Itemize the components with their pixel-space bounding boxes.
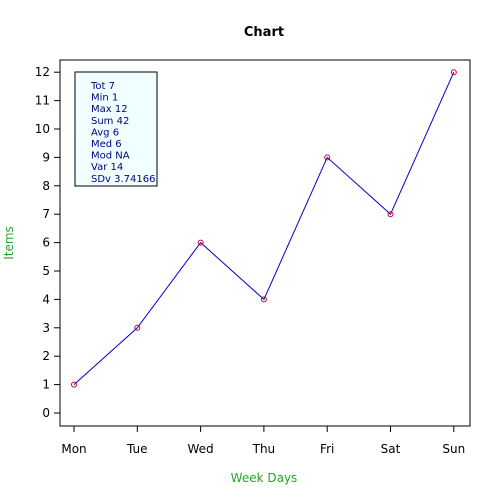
- y-tick-label: 8: [42, 179, 50, 193]
- y-tick-label: 9: [42, 150, 50, 164]
- stats-line: Tot 7: [90, 81, 115, 92]
- x-tick-label: Fri: [320, 442, 334, 456]
- stats-line: Var 14: [91, 162, 123, 173]
- x-tick-label: Mon: [61, 442, 86, 456]
- y-tick-label: 2: [42, 349, 50, 363]
- y-tick-label: 1: [42, 378, 50, 392]
- y-tick-label: 0: [42, 406, 50, 420]
- y-tick-label: 11: [35, 94, 50, 108]
- stats-line: Max 12: [91, 104, 128, 115]
- data-point: [324, 154, 331, 161]
- stats-line: Min 1: [91, 93, 118, 104]
- x-tick-label: Tue: [126, 442, 148, 456]
- x-axis: Mon Tue Wed Thu Fri Sat Sun: [61, 426, 465, 456]
- stats-line: SDv 3.74166: [91, 174, 156, 185]
- stats-line: Avg 6: [91, 127, 119, 138]
- x-tick-label: Thu: [252, 442, 276, 456]
- y-tick-label: 4: [42, 292, 50, 306]
- stats-line: Mod NA: [91, 151, 130, 162]
- y-tick-label: 5: [42, 264, 50, 278]
- x-tick-label: Wed: [188, 442, 214, 456]
- stats-box-frame: [74, 71, 158, 187]
- y-tick-label: 6: [42, 236, 50, 250]
- data-point: [71, 381, 77, 388]
- y-tick-label: 7: [42, 207, 50, 221]
- data-point: [260, 296, 267, 303]
- data-point: [134, 324, 141, 331]
- chart-title: Chart: [244, 25, 284, 40]
- x-tick-label: Sat: [381, 442, 401, 456]
- x-tick-label: Sun: [442, 442, 465, 456]
- stats-line: Med 6: [91, 139, 122, 150]
- y-axis-title: Items: [2, 226, 16, 260]
- series-line: [73, 71, 455, 385]
- data-points: [71, 69, 457, 388]
- y-tick-label: 3: [42, 321, 50, 335]
- data-point: [197, 239, 204, 246]
- data-point: [387, 211, 394, 218]
- x-axis-title: Week Days: [231, 471, 298, 485]
- stats-line: Sum 42: [91, 116, 129, 127]
- y-tick-label: 12: [35, 65, 50, 79]
- data-point: [450, 69, 457, 76]
- y-tick-label: 10: [35, 122, 50, 136]
